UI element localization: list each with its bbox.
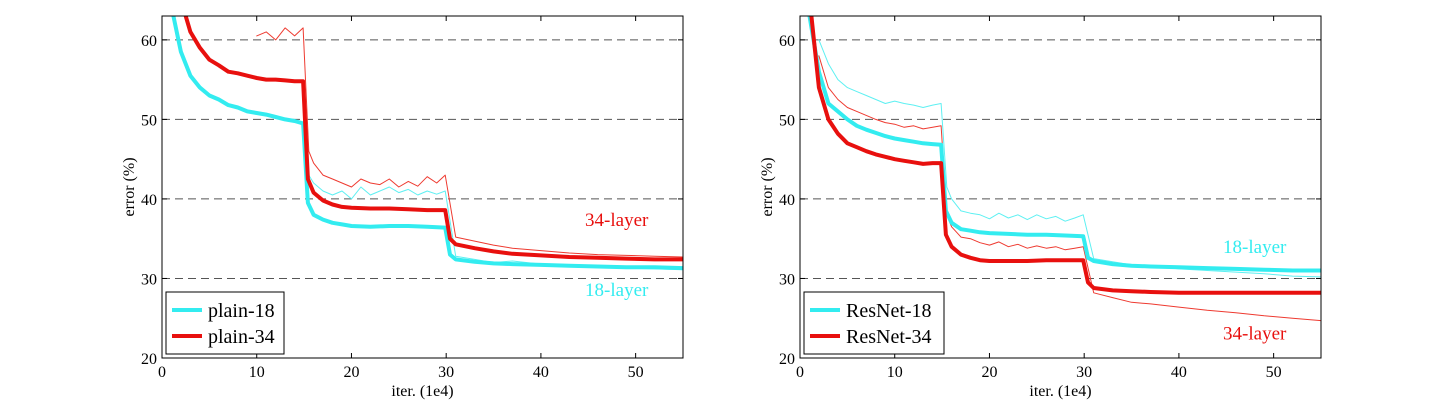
chart-resnet-networks: 0 10 20 30 40 50 iter. (1e4) 20 30 40 50 60 error (%… — [759, 15, 1322, 400]
series-line-resnet-18 — [807, 16, 1321, 273]
legend: ResNet-18 ResNet-34 — [803, 291, 945, 355]
x-tick-label-10: 10 — [887, 364, 903, 381]
x-tick-label-30: 30 — [1076, 364, 1092, 381]
x-tick-label-0: 0 — [158, 364, 166, 381]
axes-frame — [161, 15, 684, 359]
x-tick-label-40: 40 — [533, 364, 549, 381]
series-group — [171, 16, 683, 271]
y-tick-label-40: 40 — [779, 192, 795, 209]
annotation-18-layer: 18-layer — [1223, 237, 1287, 258]
x-tick-label-50: 50 — [1266, 364, 1282, 381]
series-line-resnet-34-train — [818, 55, 1321, 322]
y-axis: 20 30 40 50 60 — [141, 33, 683, 368]
axes-frame — [799, 15, 1322, 359]
gridlines — [162, 39, 683, 279]
y-tick-label-30: 30 — [779, 271, 795, 288]
y-tick-label-20: 20 — [779, 351, 795, 368]
legend-box — [165, 291, 285, 355]
x-axis: 0 10 20 30 40 50 — [158, 16, 644, 381]
x-tick-label-40: 40 — [1171, 364, 1187, 381]
series-line-plain-34 — [183, 16, 683, 262]
x-axis-label: iter. (1e4) — [1029, 383, 1091, 400]
legend-label-resnet-18: ResNet-18 — [846, 300, 932, 322]
y-tick-label-40: 40 — [141, 192, 157, 209]
x-tick-label-10: 10 — [249, 364, 265, 381]
legend-label-plain-18: plain-18 — [208, 300, 275, 322]
x-tick-label-20: 20 — [343, 364, 359, 381]
legend: plain-18 plain-34 — [165, 291, 285, 355]
x-tick-label-20: 20 — [981, 364, 997, 381]
series-line-plain-18 — [171, 16, 683, 271]
x-tick-label-0: 0 — [796, 364, 804, 381]
gridlines — [800, 39, 1321, 279]
y-axis-label: error (%) — [759, 157, 776, 216]
y-axis-label: error (%) — [121, 157, 138, 216]
y-tick-label-60: 60 — [141, 33, 157, 50]
annotation-34-layer: 34-layer — [1223, 324, 1287, 345]
y-tick-label-50: 50 — [779, 112, 795, 129]
series-line-plain-34-train — [256, 27, 683, 258]
x-tick-label-30: 30 — [438, 364, 454, 381]
y-axis: 20 30 40 50 60 — [779, 33, 1321, 368]
y-tick-label-30: 30 — [141, 271, 157, 288]
series-line-resnet-34 — [809, 16, 1321, 295]
legend-label-resnet-34: ResNet-34 — [846, 326, 932, 348]
y-tick-label-20: 20 — [141, 351, 157, 368]
x-axis: 0 10 20 30 40 50 — [796, 16, 1282, 381]
y-tick-label-60: 60 — [779, 33, 795, 50]
legend-box — [803, 291, 945, 355]
x-axis-label: iter. (1e4) — [391, 383, 453, 400]
x-tick-label-50: 50 — [628, 364, 644, 381]
y-tick-label-50: 50 — [141, 112, 157, 129]
series-group — [807, 16, 1321, 322]
annotation-34-layer: 34-layer — [585, 210, 649, 231]
legend-label-plain-34: plain-34 — [208, 326, 275, 348]
chart-plain-networks: 0 10 20 30 40 50 iter. (1e4) 20 30 40 50 60 error (%… — [121, 15, 684, 400]
annotation-18-layer: 18-layer — [585, 280, 649, 301]
